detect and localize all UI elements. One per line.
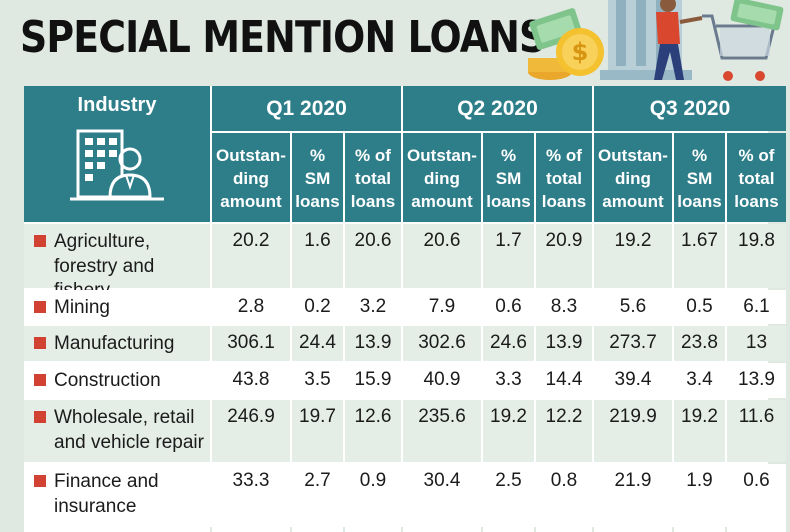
- value-cell: 0.5: [674, 290, 725, 324]
- industry-name-cell: Wholesale, retail and vehicle repair: [24, 400, 210, 462]
- quarter-header: Q3 2020: [594, 86, 786, 131]
- subcolumn-header: % SM loans: [674, 133, 725, 222]
- value-cell: 3.3: [483, 363, 534, 398]
- subcolumn-header: % of total loans: [536, 133, 592, 222]
- value-cell: 19.7: [292, 400, 343, 462]
- value-cell: 3.5: [292, 363, 343, 398]
- subcolumn-header: % of total loans: [727, 133, 786, 222]
- value-cell: 3.4: [674, 363, 725, 398]
- bullet-marker: [34, 475, 46, 487]
- value-cell: 0.6: [483, 290, 534, 324]
- coin-icon: $: [528, 28, 604, 80]
- value-cell: 19.2: [594, 224, 672, 288]
- value-cell: 11.6: [727, 400, 786, 462]
- value-cell: 23.8: [674, 326, 725, 361]
- value-cell: 1.6: [292, 224, 343, 288]
- subcolumn-header: Outstan- ding amount: [403, 133, 481, 222]
- value-cell: 12.6: [345, 400, 401, 462]
- industry-name: Manufacturing: [54, 333, 175, 354]
- subcolumn-header: Outstan- ding amount: [594, 133, 672, 222]
- quarter-header: Q1 2020: [212, 86, 401, 131]
- industry-name-cell: Agriculture, forestry and fishery: [24, 224, 210, 301]
- industry-name: Wholesale, retail and vehicle repair: [54, 407, 204, 453]
- value-cell: 33.3: [212, 464, 290, 532]
- office-worker-icon: [70, 129, 164, 201]
- industry-name-cell: Construction: [24, 363, 210, 398]
- value-cell: 19.2: [483, 400, 534, 462]
- bullet-marker: [34, 301, 46, 313]
- value-cell: 1.9: [674, 464, 725, 532]
- industry-name: Agriculture, forestry and fishery: [54, 231, 155, 301]
- value-cell: 235.6: [403, 400, 481, 462]
- value-cell: 219.9: [594, 400, 672, 462]
- value-cell: 7.9: [403, 290, 481, 324]
- bullet-marker: [34, 411, 46, 423]
- value-cell: 20.9: [536, 224, 592, 288]
- value-cell: 40.9: [403, 363, 481, 398]
- subcolumn-header: % SM loans: [292, 133, 343, 222]
- value-cell: 0.6: [727, 464, 786, 532]
- value-cell: 13: [727, 326, 786, 361]
- value-cell: 2.7: [292, 464, 343, 532]
- value-cell: 19.2: [674, 400, 725, 462]
- money-illustration: $: [528, 0, 784, 81]
- value-cell: 24.4: [292, 326, 343, 361]
- banknote-stack-icon: [730, 0, 784, 31]
- value-cell: 13.9: [345, 326, 401, 361]
- value-cell: 24.6: [483, 326, 534, 361]
- value-cell: 6.1: [727, 290, 786, 324]
- value-cell: 19.8: [727, 224, 786, 288]
- industry-name: Finance and insurance: [54, 471, 159, 517]
- industry-header-label: Industry: [77, 94, 157, 116]
- value-cell: 2.8: [212, 290, 290, 324]
- subcolumn-header: Outstan- ding amount: [212, 133, 290, 222]
- value-cell: 30.4: [403, 464, 481, 532]
- value-cell: 12.2: [536, 400, 592, 462]
- value-cell: 302.6: [403, 326, 481, 361]
- industry-name: Mining: [54, 297, 110, 318]
- bullet-marker: [34, 235, 46, 247]
- value-cell: 0.9: [345, 464, 401, 532]
- value-cell: 0.8: [536, 464, 592, 532]
- value-cell: 0.2: [292, 290, 343, 324]
- person-with-cart-icon: [654, 0, 776, 81]
- value-cell: 20.6: [403, 224, 481, 288]
- page-title: SPECIAL MENTION LOANS: [20, 12, 546, 63]
- value-cell: 14.4: [536, 363, 592, 398]
- svg-text:$: $: [572, 38, 589, 66]
- industry-name-cell: Manufacturing: [24, 326, 210, 361]
- value-cell: 2.5: [483, 464, 534, 532]
- value-cell: 20.6: [345, 224, 401, 288]
- subcolumn-header: % of total loans: [345, 133, 401, 222]
- value-cell: 306.1: [212, 326, 290, 361]
- loans-table: Industry Q1 2020 Q2 2020 Q3 2020 Outstan…: [24, 86, 786, 532]
- value-cell: 1.67: [674, 224, 725, 288]
- quarter-header: Q2 2020: [403, 86, 592, 131]
- value-cell: 246.9: [212, 400, 290, 462]
- bullet-marker: [34, 337, 46, 349]
- value-cell: 39.4: [594, 363, 672, 398]
- industry-name: Construction: [54, 370, 161, 391]
- bullet-marker: [34, 374, 46, 386]
- value-cell: 3.2: [345, 290, 401, 324]
- value-cell: 5.6: [594, 290, 672, 324]
- value-cell: 1.7: [483, 224, 534, 288]
- industry-name-cell: Finance and insurance: [24, 464, 210, 532]
- subcolumn-header: % SM loans: [483, 133, 534, 222]
- value-cell: 21.9: [594, 464, 672, 532]
- value-cell: 273.7: [594, 326, 672, 361]
- value-cell: 43.8: [212, 363, 290, 398]
- value-cell: 13.9: [727, 363, 786, 398]
- industry-header: Industry: [24, 86, 210, 222]
- value-cell: 20.2: [212, 224, 290, 288]
- value-cell: 8.3: [536, 290, 592, 324]
- value-cell: 13.9: [536, 326, 592, 361]
- industry-name-cell: Mining: [24, 290, 210, 324]
- value-cell: 15.9: [345, 363, 401, 398]
